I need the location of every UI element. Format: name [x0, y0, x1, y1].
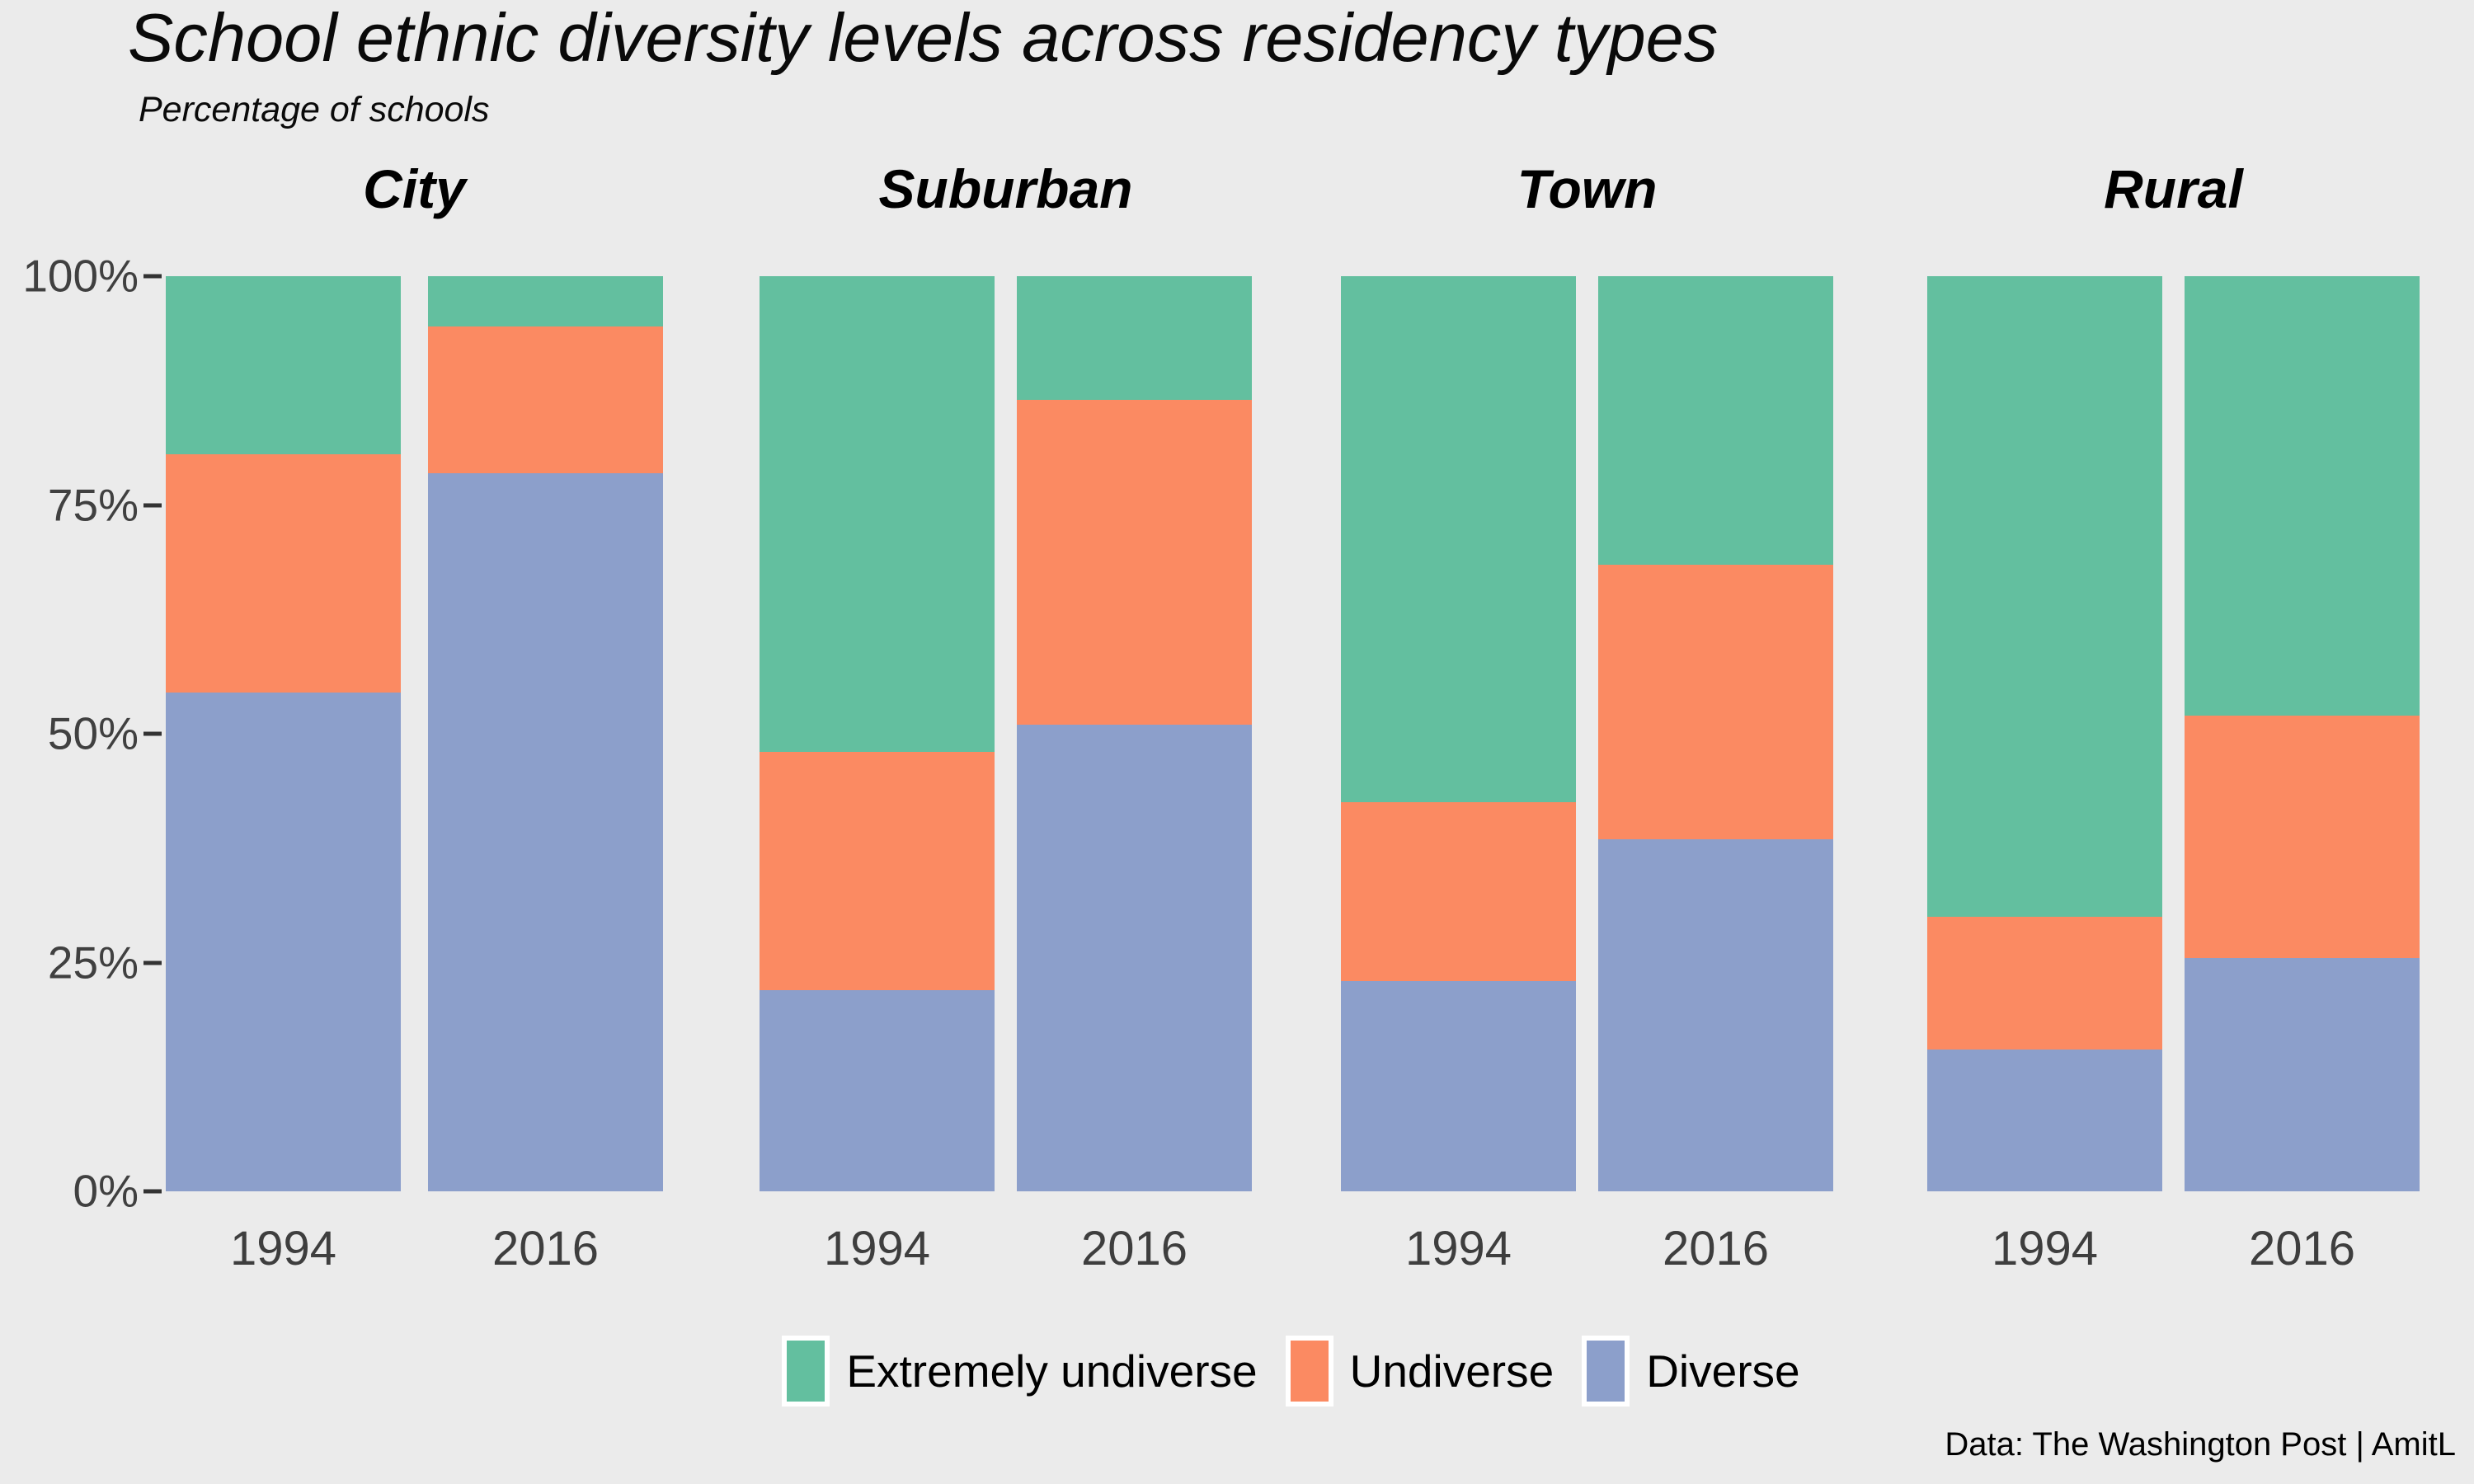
segment-undiverse — [2185, 715, 2420, 958]
legend-item-diverse: Diverse — [1582, 1336, 1800, 1407]
segment-undiverse — [1341, 802, 1576, 981]
segment-undiverse — [428, 326, 663, 473]
x-axis-tick-label: 2016 — [1080, 1222, 1188, 1275]
segment-extremely-undiverse — [1341, 276, 1576, 803]
y-axis-tick-label: 25% — [47, 937, 139, 988]
segment-diverse — [1017, 724, 1252, 1191]
segment-undiverse — [1017, 399, 1252, 725]
segment-extremely-undiverse — [166, 276, 401, 455]
x-axis-tick-label: 1994 — [229, 1222, 337, 1275]
x-axis-tick-label: 2016 — [2248, 1222, 2356, 1275]
x-axis-tick-label: 1994 — [1991, 1222, 2099, 1275]
y-axis-tick-mark — [143, 960, 162, 965]
bar-rural-1994 — [1927, 276, 2162, 1191]
y-axis-tick-mark — [143, 274, 162, 279]
segment-extremely-undiverse — [1927, 276, 2162, 917]
legend-swatch — [1285, 1336, 1333, 1407]
y-axis-tick-mark — [143, 1189, 162, 1194]
facet-title-suburban: Suburban — [878, 158, 1133, 219]
facet-title-rural: Rural — [2104, 158, 2243, 219]
bar-town-1994 — [1341, 276, 1576, 1191]
segment-extremely-undiverse — [1017, 276, 1252, 400]
segment-undiverse — [1598, 564, 1833, 839]
chart-subtitle: Percentage of schools — [139, 90, 490, 129]
bar-city-1994 — [166, 276, 401, 1191]
segment-diverse — [1927, 1049, 2162, 1191]
segment-extremely-undiverse — [760, 276, 995, 753]
y-axis-tick-label: 100% — [22, 250, 139, 302]
x-axis-tick-label: 1994 — [1404, 1222, 1512, 1275]
segment-diverse — [428, 472, 663, 1191]
segment-diverse — [2185, 957, 2420, 1191]
bar-city-2016 — [428, 276, 663, 1191]
facet-title-town: Town — [1517, 158, 1658, 219]
facet-title-city: City — [363, 158, 466, 219]
chart-caption: Data: The Washington Post | AmitL — [1945, 1426, 2456, 1463]
x-axis-tick-label: 2016 — [492, 1222, 600, 1275]
segment-extremely-undiverse — [1598, 276, 1833, 565]
segment-diverse — [166, 693, 401, 1191]
segment-extremely-undiverse — [428, 276, 663, 327]
segment-undiverse — [1927, 917, 2162, 1050]
legend-swatch — [782, 1336, 830, 1407]
legend-label: Extremely undiverse — [846, 1345, 1258, 1397]
x-axis-tick-label: 1994 — [823, 1222, 931, 1275]
segment-diverse — [1341, 980, 1576, 1191]
legend-item-undiverse: Undiverse — [1285, 1336, 1554, 1407]
segment-extremely-undiverse — [2185, 276, 2420, 716]
segment-undiverse — [760, 752, 995, 990]
legend-label: Undiverse — [1349, 1345, 1554, 1397]
legend-label: Diverse — [1646, 1345, 1800, 1397]
legend-item-extremely-undiverse: Extremely undiverse — [782, 1336, 1258, 1407]
x-axis-tick-label: 2016 — [1662, 1222, 1770, 1275]
y-axis-tick-label: 50% — [47, 707, 139, 759]
segment-undiverse — [166, 454, 401, 693]
chart-title: School ethnic diversity levels across re… — [128, 0, 1719, 76]
y-axis-tick-label: 0% — [73, 1165, 139, 1217]
bar-town-2016 — [1598, 276, 1833, 1191]
y-axis-tick-mark — [143, 503, 162, 507]
segment-diverse — [760, 989, 995, 1191]
segment-diverse — [1598, 838, 1833, 1191]
y-axis-tick-mark — [143, 731, 162, 736]
bar-rural-2016 — [2185, 276, 2420, 1191]
legend-swatch — [1582, 1336, 1630, 1407]
legend: Extremely undiverse Undiverse Diverse — [165, 1336, 2417, 1407]
y-axis-tick-label: 75% — [47, 479, 139, 530]
bar-suburban-2016 — [1017, 276, 1252, 1191]
bar-suburban-1994 — [760, 276, 995, 1191]
